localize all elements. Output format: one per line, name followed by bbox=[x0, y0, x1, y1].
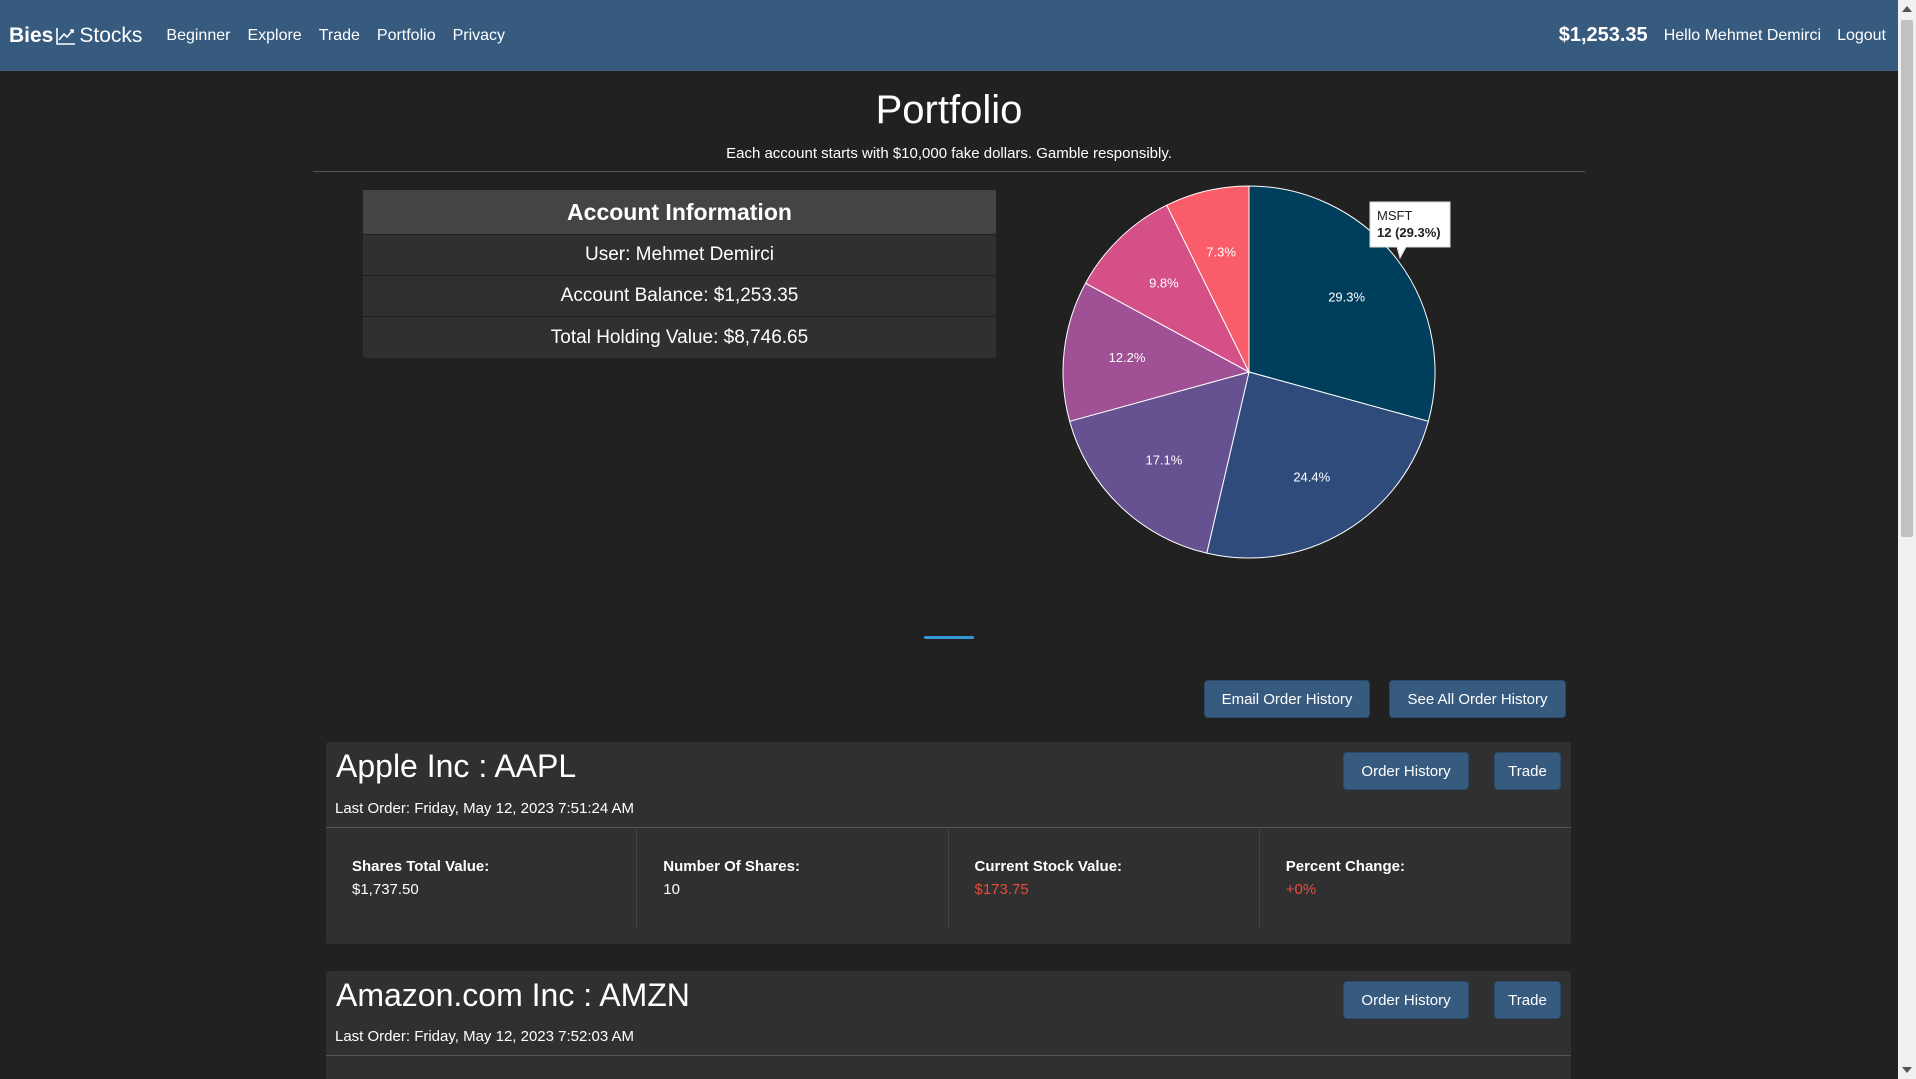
tooltip-box bbox=[1369, 201, 1451, 260]
pie-slice-3[interactable] bbox=[1062, 282, 1251, 422]
metric-current-stock-value: Current Stock Value: $173.75 bbox=[949, 828, 1260, 928]
pie-slice-0[interactable] bbox=[1248, 185, 1436, 422]
brand-name-left: Bies bbox=[9, 23, 54, 47]
page-title: Portfolio bbox=[875, 88, 1023, 132]
order-history-button[interactable]: Order History bbox=[1343, 981, 1469, 1019]
pie-slice-label-1: 24.4% bbox=[1293, 470, 1330, 485]
card-divider bbox=[326, 827, 1571, 828]
nav-right: $1,253.35 Hello Mehmet Demirci Logout bbox=[1559, 24, 1886, 47]
page-subtitle: Each account starts with $10,000 fake do… bbox=[726, 145, 1172, 162]
brand-name-right: Stocks bbox=[79, 23, 143, 47]
pie-tooltip: MSFT 12 (29.3%) bbox=[1369, 201, 1451, 260]
header-divider bbox=[313, 171, 1585, 172]
nav-link-portfolio[interactable]: Portfolio bbox=[376, 26, 436, 44]
pie-slice-4[interactable] bbox=[1084, 204, 1251, 374]
order-history-button[interactable]: Order History bbox=[1343, 752, 1469, 790]
metric-shares-total-value: Shares Total Value: $1,737.50 bbox=[326, 828, 638, 928]
pie-slice-label-3: 12.2% bbox=[1109, 350, 1146, 365]
scroll-down-arrow-icon[interactable] bbox=[1902, 1067, 1912, 1073]
loading-indicator bbox=[924, 636, 974, 639]
account-holding-value: Total Holding Value: $8,746.65 bbox=[550, 326, 809, 348]
brand-logo[interactable]: Bies Stocks bbox=[9, 24, 142, 48]
metric-label: Current Stock Value: bbox=[974, 858, 1123, 875]
metric-label: Percent Change: bbox=[1285, 858, 1405, 875]
holding-title: Apple Inc : AAPL bbox=[336, 748, 577, 784]
pie-slice-2[interactable] bbox=[1069, 371, 1250, 554]
see-all-order-history-button[interactable]: See All Order History bbox=[1389, 680, 1566, 718]
page-scrollbar[interactable] bbox=[1898, 0, 1916, 1079]
nav-balance: $1,253.35 bbox=[1558, 24, 1648, 46]
scroll-up-arrow-icon[interactable] bbox=[1902, 6, 1912, 12]
pie-slice-1[interactable] bbox=[1206, 371, 1429, 559]
nav-links: Beginner Explore Trade Portfolio Privacy bbox=[166, 27, 522, 45]
pie-slice-label-4: 9.8% bbox=[1149, 276, 1179, 291]
pie-slice-5[interactable] bbox=[1166, 185, 1250, 373]
account-info-heading: Account Information bbox=[363, 190, 996, 235]
nav-link-beginner[interactable]: Beginner bbox=[166, 26, 231, 44]
account-balance: Account Balance: $1,253.35 bbox=[363, 276, 996, 317]
tooltip-label: MSFT bbox=[1377, 208, 1412, 223]
holding-metrics: Shares Total Value: $1,737.50 Number Of … bbox=[326, 828, 1571, 928]
holding-title: Amazon.com Inc : AMZN bbox=[336, 977, 690, 1013]
account-user: User: Mehmet Demirci bbox=[363, 235, 996, 276]
logout-link[interactable]: Logout bbox=[1837, 26, 1886, 44]
metric-value: $173.75 bbox=[974, 881, 1029, 898]
metric-value: $1,737.50 bbox=[352, 881, 419, 898]
nav-link-privacy[interactable]: Privacy bbox=[452, 26, 506, 44]
trade-button[interactable]: Trade bbox=[1494, 752, 1561, 790]
chart-line-icon bbox=[56, 27, 76, 45]
pie-slice-label-2: 17.1% bbox=[1145, 452, 1182, 467]
card-divider bbox=[326, 1055, 1571, 1056]
navbar: Bies Stocks Beginner Explore Trade Portf… bbox=[0, 0, 1898, 71]
metric-number-of-shares: Number Of Shares: 10 bbox=[637, 828, 949, 928]
metric-value: 10 bbox=[663, 881, 680, 898]
pie-slice-label-0: 29.3% bbox=[1328, 290, 1365, 305]
scrollbar-thumb[interactable] bbox=[1901, 20, 1913, 537]
email-order-history-button[interactable]: Email Order History bbox=[1204, 680, 1370, 718]
pie-slice-label-5: 7.3% bbox=[1206, 244, 1236, 259]
portfolio-pie-chart: 29.3% 24.4% 17.1% 12.2% 9.8% 7.3% MSFT 12 (29.3… bbox=[1060, 180, 1460, 560]
metric-label: Shares Total Value: bbox=[352, 858, 490, 875]
metric-value: +0% bbox=[1285, 881, 1317, 898]
last-order-date: Last Order: Friday, May 12, 2023 7:52:03… bbox=[335, 1028, 635, 1045]
holding-card-aapl: Apple Inc : AAPL Order History Trade Las… bbox=[326, 742, 1571, 944]
nav-link-explore[interactable]: Explore bbox=[247, 26, 302, 44]
tooltip-value: 12 (29.3%) bbox=[1377, 225, 1441, 240]
metric-label: Number Of Shares: bbox=[663, 858, 800, 875]
account-information-table: Account Information User: Mehmet Demirci… bbox=[363, 190, 996, 358]
metric-percent-change: Percent Change: +0% bbox=[1260, 828, 1571, 928]
nav-user-greeting[interactable]: Hello Mehmet Demirci bbox=[1663, 26, 1822, 44]
nav-link-trade[interactable]: Trade bbox=[318, 26, 360, 44]
holding-card-amzn: Amazon.com Inc : AMZN Order History Trad… bbox=[326, 971, 1571, 1079]
last-order-date: Last Order: Friday, May 12, 2023 7:51:24… bbox=[335, 800, 635, 817]
trade-button[interactable]: Trade bbox=[1494, 981, 1561, 1019]
